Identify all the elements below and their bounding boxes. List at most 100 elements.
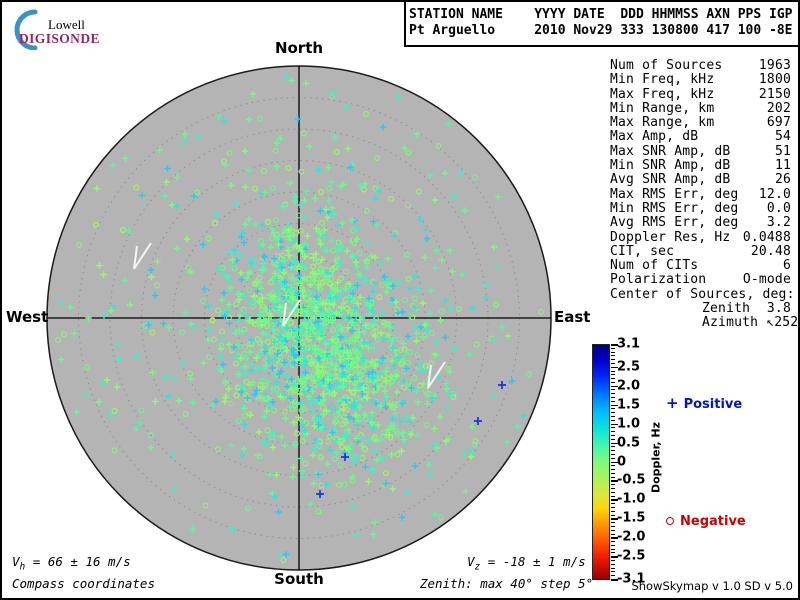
stat-label: Max Range, km <box>610 115 715 131</box>
colorbar-minor-tick <box>611 560 615 562</box>
colorbar-minor-tick <box>611 374 615 376</box>
station-header: STATION NAME YYYY DATE DDD HHMMSS AXN PP… <box>404 2 798 47</box>
colorbar-minor-tick <box>611 541 615 543</box>
stat-row: Polarization O-mode <box>602 272 796 288</box>
colorbar-minor-tick <box>611 472 615 474</box>
stat-label: Polarization <box>610 272 707 288</box>
colorbar-minor-tick <box>611 431 615 433</box>
colorbar-major-tick <box>611 537 618 539</box>
stat-value: 2150 <box>758 86 791 102</box>
stat-row: Azimuth ↖ 252 <box>602 315 798 331</box>
colorbar-minor-tick <box>611 491 615 493</box>
colorbar-minor-tick <box>611 416 615 418</box>
colorbar-minor-tick <box>611 351 615 353</box>
stat-row: Max RMS Err, deg 12.0 <box>602 187 796 202</box>
stat-label: Min Range, km <box>610 100 715 116</box>
stat-value: 54 <box>774 129 791 145</box>
colorbar-minor-tick <box>611 453 615 455</box>
colorbar-minor-tick <box>611 362 615 364</box>
velocity-arrow-icon <box>133 242 152 270</box>
colorbar-tick-label: 3.1 <box>617 336 641 352</box>
colorbar-minor-tick <box>611 465 615 467</box>
colorbar-major-tick <box>611 385 618 388</box>
colorbar-tick-label: -1.0 <box>617 491 646 507</box>
stat-label: Azimuth ↖ <box>702 315 775 331</box>
lowell-digisonde-logo: Lowell DIGISONDE <box>10 6 140 50</box>
colorbar-minor-tick <box>611 510 615 512</box>
colorbar-tick-label: 2.0 <box>617 378 641 394</box>
colorbar-minor-tick <box>611 525 615 527</box>
colorbar-minor-tick <box>611 427 615 429</box>
colorbar-minor-tick <box>611 450 615 452</box>
velocity-arrow-icon <box>427 361 446 389</box>
colorbar-minor-tick <box>611 495 615 497</box>
colorbar-tick-label: -2.0 <box>617 529 646 545</box>
colorbar-tick-label: -3.1 <box>617 571 646 587</box>
stat-label: Min RMS Err, deg <box>610 200 739 216</box>
colorbar-ticks <box>611 344 621 581</box>
colorbar-minor-tick <box>611 434 615 436</box>
colorbar-tick-label: 0 <box>617 454 627 469</box>
legend-positive-label: Positive <box>683 397 743 412</box>
stat-row: Num of CITs 6 <box>602 258 796 274</box>
legend-positive: + Positive <box>666 394 742 412</box>
colorbar-minor-tick <box>611 563 615 565</box>
colorbar-minor-tick <box>611 370 615 372</box>
colorbar-minor-tick <box>611 378 615 380</box>
colorbar-axis-label: Doppler, Hz <box>649 421 663 494</box>
colorbar-minor-tick <box>611 552 615 554</box>
colorbar-major-tick <box>611 556 618 558</box>
colorbar-minor-tick <box>611 381 615 383</box>
stat-label: Center of Sources, deg: <box>610 286 795 302</box>
colorbar-tick-label: -0.5 <box>617 472 646 488</box>
colorbar-tick-label: 2.5 <box>617 359 641 375</box>
colorbar-major-tick <box>611 344 618 346</box>
compass-label-west: West <box>6 308 49 326</box>
colorbar-tick-label: 1.0 <box>617 416 641 432</box>
colorbar-tick-label: 0.5 <box>617 435 641 451</box>
stat-row: Num of Sources 1963 <box>602 58 796 73</box>
coordinate-system-note: Compass coordinates <box>12 576 155 591</box>
colorbar-minor-tick <box>611 529 615 531</box>
colorbar-minor-tick <box>611 506 615 508</box>
skymap-plot <box>46 65 552 571</box>
stat-row: Max Range, km 697 <box>602 115 796 131</box>
colorbar-minor-tick <box>611 567 615 569</box>
stat-value: 0.0 <box>766 200 791 216</box>
colorbar-minor-tick <box>611 393 615 395</box>
colorbar-minor-tick <box>611 438 615 440</box>
source-points <box>55 73 544 563</box>
horizontal-velocity-label: Vh = 66 ± 16 m/s <box>12 554 131 573</box>
stat-value: 1800 <box>758 72 791 88</box>
colorbar-major-tick <box>611 442 618 445</box>
circle-marker-icon <box>666 517 674 525</box>
stat-label: Doppler Res, Hz <box>610 229 731 245</box>
stat-label: Zenith <box>702 301 751 317</box>
colorbar-major-tick <box>611 423 618 426</box>
colorbar-minor-tick <box>611 484 615 486</box>
logo-lowell-text: Lowell <box>48 17 85 32</box>
colorbar-major-tick <box>611 461 618 463</box>
colorbar-minor-tick <box>611 400 615 402</box>
doppler-colorbar <box>592 344 610 580</box>
colorbar-tick-label: -2.5 <box>617 548 646 564</box>
colorbar-tick-labels: 3.1 2.5 2.0 1.5 1.0 0.5 0 -0.5 -1.0 -1.5 -2.0 -2.5 -… <box>617 337 657 587</box>
stat-label: Max Freq, kHz <box>610 86 715 102</box>
colorbar-minor-tick <box>611 503 615 505</box>
stat-label: Num of CITs <box>610 258 699 274</box>
colorbar-minor-tick <box>611 397 615 399</box>
stat-label: CIT, sec <box>610 243 675 259</box>
colorbar-major-tick <box>611 579 618 581</box>
logo-digisonde-text: DIGISONDE <box>19 31 100 46</box>
compass-label-east: East <box>554 308 591 326</box>
colorbar-minor-tick <box>611 476 615 478</box>
colorbar-minor-tick <box>611 522 615 524</box>
legend-negative: Negative <box>666 514 746 529</box>
colorbar-major-tick <box>611 499 618 501</box>
colorbar-minor-tick <box>611 446 615 448</box>
vertical-velocity-label: Vz = -18 ± 1 m/s <box>467 554 586 573</box>
stat-label: Max Amp, dB <box>610 129 699 145</box>
colorbar-minor-tick <box>611 359 615 361</box>
stat-row: Avg SNR Amp, dB 26 <box>602 173 796 188</box>
colorbar-major-tick <box>611 480 618 482</box>
